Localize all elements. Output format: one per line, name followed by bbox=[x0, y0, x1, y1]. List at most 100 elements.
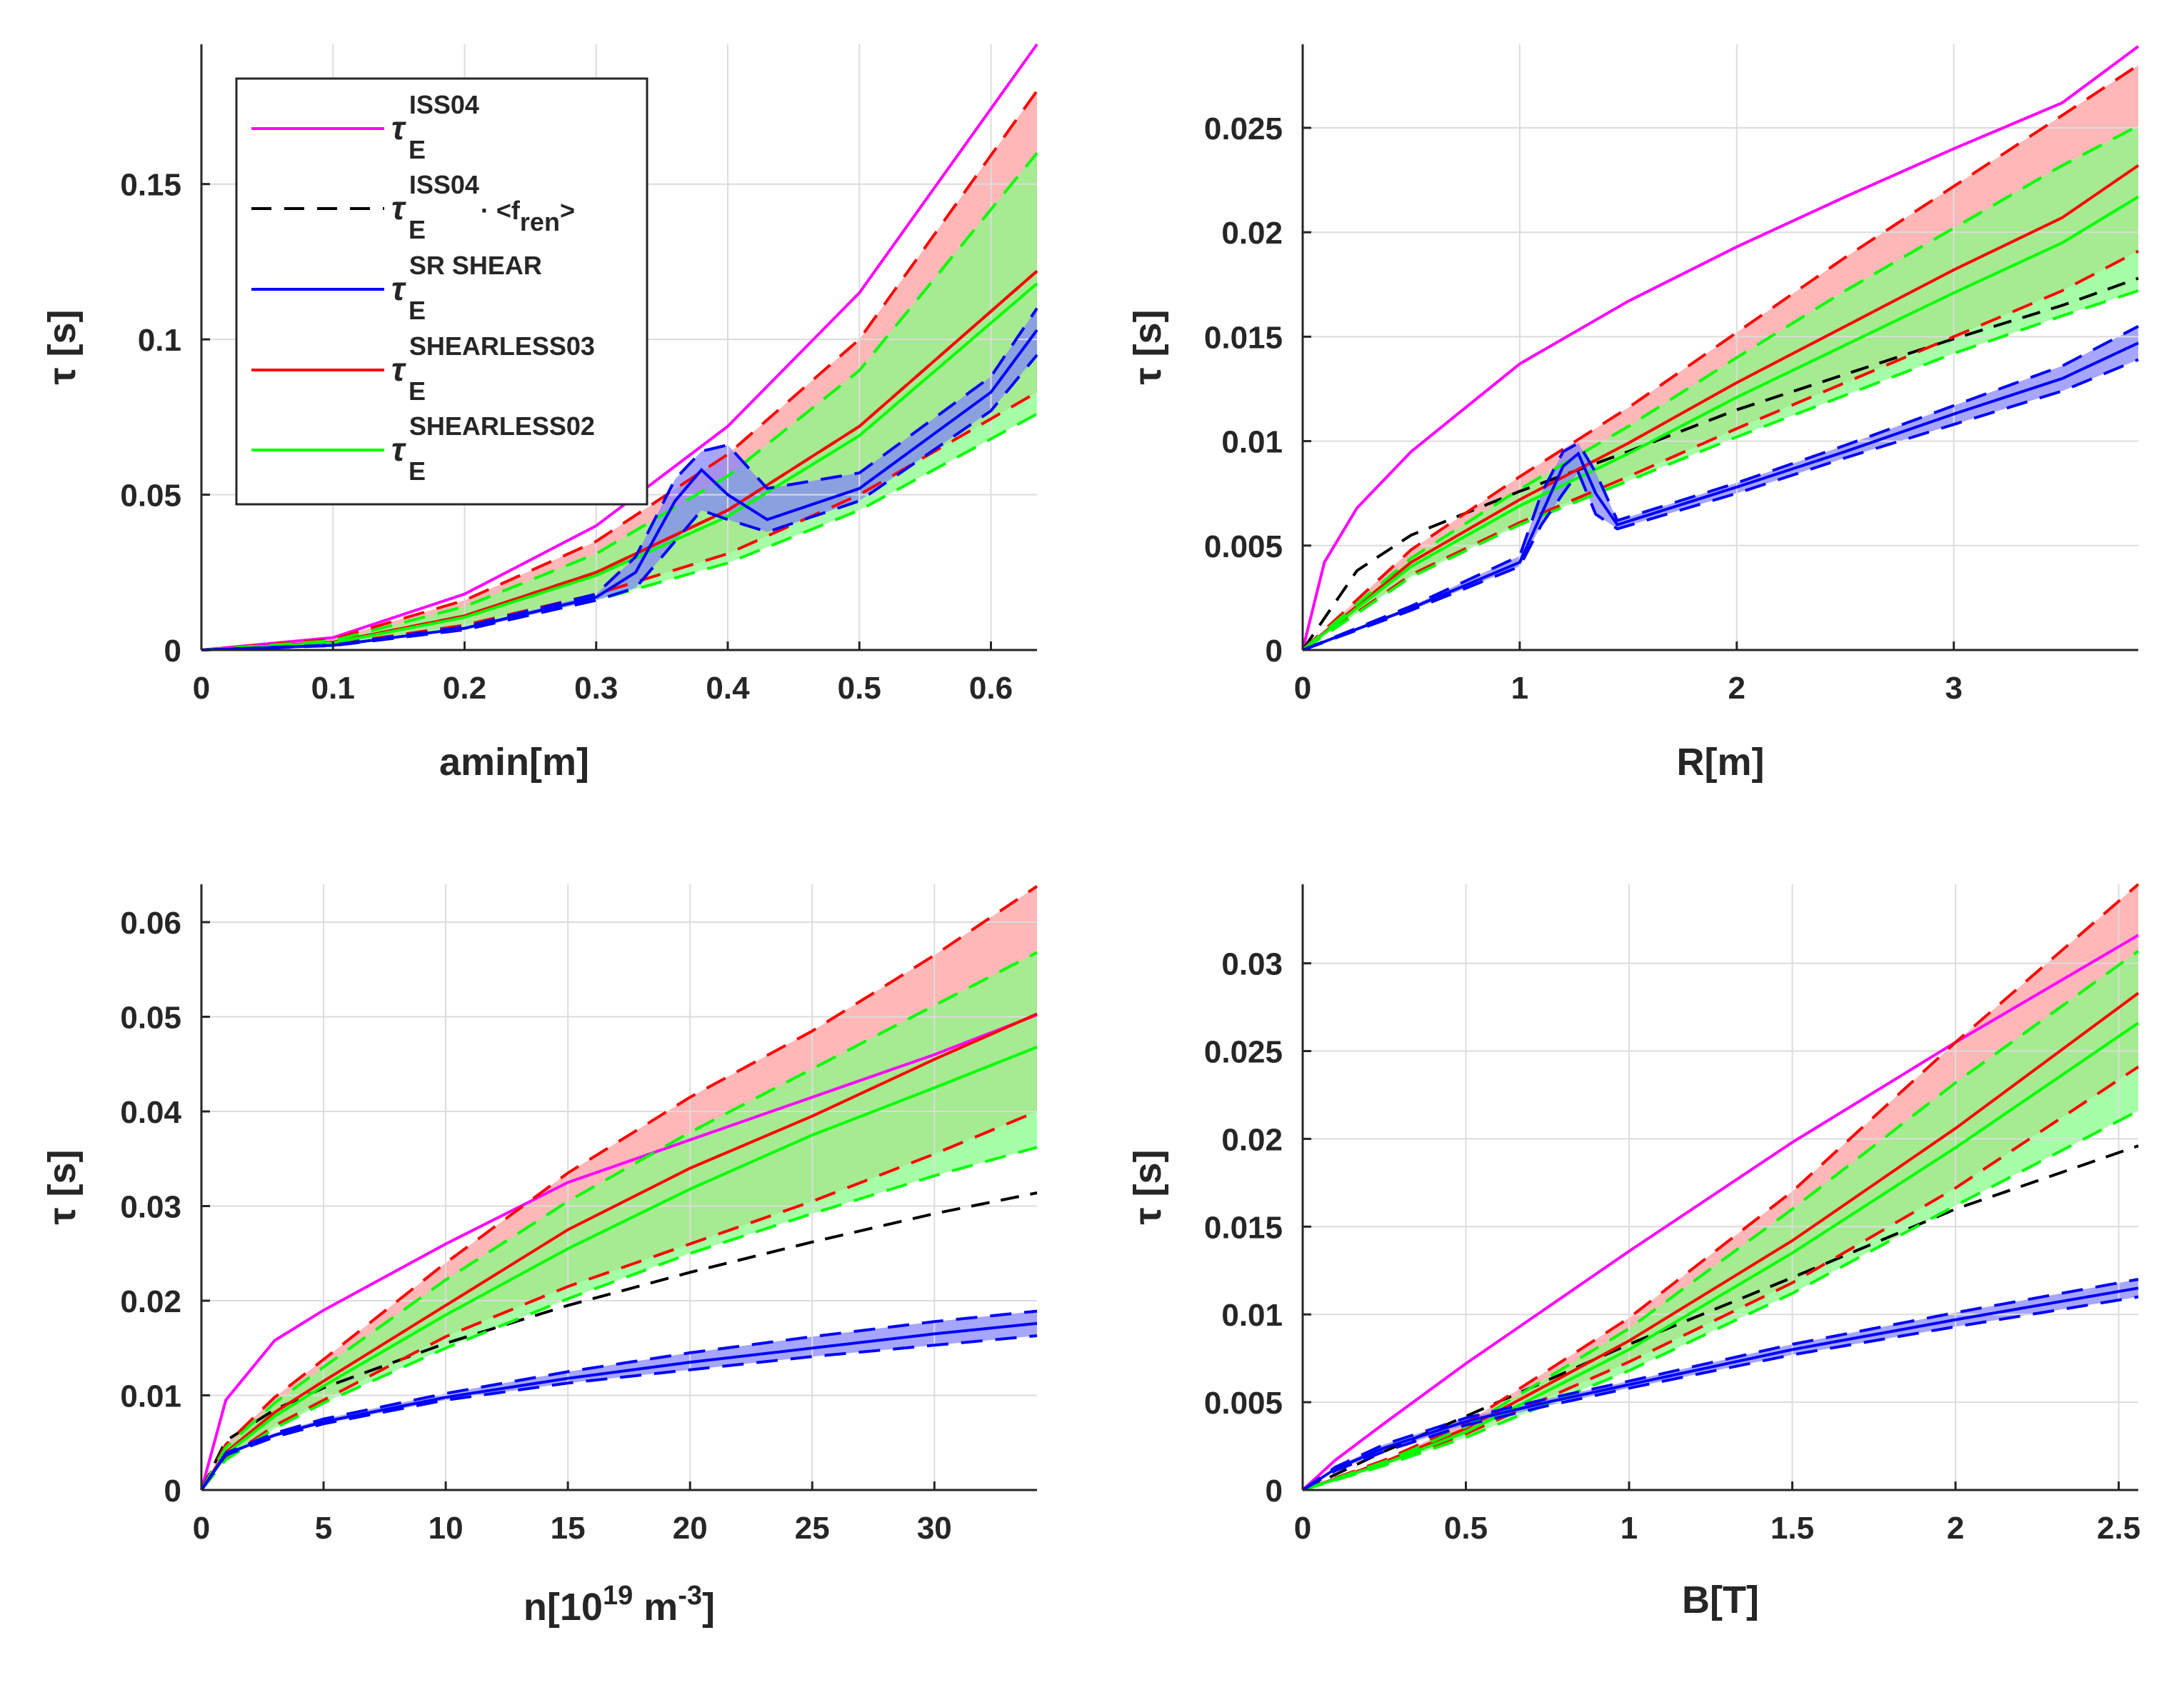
legend-entry-iss04-fren: τISS04· <fren> E bbox=[251, 170, 575, 244]
tau-symbol: τ bbox=[391, 431, 406, 468]
axes bbox=[200, 884, 1037, 1491]
series-lower-sr_shear bbox=[1302, 358, 2139, 651]
x-axis-label: n[1019 m-3] bbox=[524, 1581, 715, 1629]
y-tick-label: 0.04 bbox=[120, 1095, 181, 1130]
y-tick-label: 0.025 bbox=[1204, 111, 1283, 146]
series-line-iss04 bbox=[1301, 45, 2140, 651]
x-tick-label: 0 bbox=[193, 1511, 210, 1546]
x-tick-label: 0.5 bbox=[1444, 1511, 1488, 1546]
y-tick-label: 0 bbox=[1266, 1474, 1283, 1509]
x-tick-label: 0.6 bbox=[969, 671, 1013, 706]
y-tick-label: 0.03 bbox=[1221, 947, 1283, 982]
series-lower-sr_shear bbox=[1301, 1295, 2139, 1491]
chart-B: 0 0.5 1 1.5 2 2.5 0 0.005 0.01 0.015 0.02 0.025 0.03… bbox=[1126, 883, 2140, 1621]
series-line-shearless02 bbox=[1301, 195, 2140, 651]
tick-labels: 0 5 10 15 20 25 30 0 0.01 0.02 0.03 0.04 0.05 0.06 bbox=[120, 906, 951, 1546]
series-line-shearless02 bbox=[200, 1046, 1038, 1491]
x-tick-label: 0.4 bbox=[706, 671, 750, 706]
y-tick-label: 0.005 bbox=[1204, 1386, 1283, 1421]
y-tick-label: 0 bbox=[1266, 634, 1283, 669]
tau-symbol: τ bbox=[391, 351, 406, 388]
y-tick-label: 0.02 bbox=[1221, 1122, 1283, 1157]
y-tick-label: 0.02 bbox=[120, 1284, 181, 1319]
legend-label-shearless03: τSHEARLESS03 bbox=[391, 331, 595, 388]
legend-box bbox=[235, 77, 648, 506]
y-tick-label: 0.05 bbox=[120, 1001, 181, 1036]
legend-suffix: · <f bbox=[481, 196, 521, 225]
series-lower-shearless03 bbox=[1301, 249, 2139, 651]
axes bbox=[1301, 44, 2138, 651]
series-line-sr_shear bbox=[1302, 341, 2139, 651]
chart-R: 0 1 2 3 0 0.005 0.01 0.015 0.02 0.025 R[m] τ [s] bbox=[1126, 44, 2140, 784]
x-tick-label: 2 bbox=[1728, 671, 1745, 706]
series-lines bbox=[1301, 883, 2140, 1491]
y-axis-label: τ [s] bbox=[1126, 309, 1169, 384]
y-tick-label: 0.1 bbox=[138, 323, 181, 358]
y-tick-label: 0.015 bbox=[1204, 320, 1283, 355]
y-tick-label: 0.01 bbox=[1221, 1298, 1283, 1333]
axes bbox=[1301, 884, 2138, 1491]
x-axis-label: B[T] bbox=[1682, 1579, 1759, 1621]
y-tick-label: 0 bbox=[164, 634, 181, 669]
series-line-iss04_fren bbox=[1302, 1144, 2139, 1491]
series-upper-shearless03 bbox=[1302, 883, 2140, 1491]
x-tick-label: 25 bbox=[795, 1511, 830, 1546]
legend-label-shearless02: τSHEARLESS02 bbox=[391, 411, 595, 468]
y-axis-label: τ [s] bbox=[1126, 1149, 1169, 1224]
series-upper-shearless02 bbox=[1301, 124, 2139, 651]
chart-amin: 0 0.1 0.2 0.3 0.4 0.5 0.600.050.10.15 amin[m] … bbox=[41, 43, 1038, 784]
series-lower-shearless02 bbox=[1302, 1109, 2139, 1491]
series-upper-shearless02 bbox=[1302, 949, 2140, 1491]
series-line-iss04 bbox=[200, 1013, 1038, 1491]
x-tick-label: 5 bbox=[315, 1511, 332, 1546]
series-line-sr_shear bbox=[1301, 1286, 2139, 1491]
legend-entry-iss04: τISS04 E bbox=[251, 90, 479, 164]
y-tick-label: 0.06 bbox=[120, 906, 181, 941]
legend-entry-shearless03: τSHEARLESS03 E bbox=[251, 331, 595, 406]
x-tick-label: 0.5 bbox=[838, 671, 881, 706]
y-tick-label: 0 bbox=[164, 1474, 181, 1509]
legend-label-sr-shear: τSR SHEAR bbox=[391, 251, 542, 307]
y-axis-label: τ [s] bbox=[41, 309, 84, 384]
tau-symbol: τ bbox=[391, 270, 406, 307]
legend-sup: ISS04 bbox=[409, 170, 479, 199]
x-axis-label: amin[m] bbox=[439, 741, 589, 784]
series-lines bbox=[1301, 45, 2140, 651]
series-lines bbox=[201, 43, 1038, 651]
tick-labels: 0 0.1 0.2 0.3 0.4 0.5 0.6 0 0.05 0.1 0.15 bbox=[120, 168, 1013, 706]
series-upper-sr_shear bbox=[1301, 1278, 2139, 1491]
x-axis-label-sup: -3 bbox=[678, 1581, 702, 1611]
x-axis-label-part: n[10 bbox=[524, 1586, 603, 1629]
band-shearless02 bbox=[1303, 126, 2138, 650]
series-line-shearless03 bbox=[1301, 164, 2140, 651]
series-lower-shearless02 bbox=[200, 1146, 1038, 1491]
x-tick-label: 0.3 bbox=[574, 671, 618, 706]
band-sr_shear bbox=[201, 1311, 1037, 1490]
x-tick-label: 1.5 bbox=[1770, 1511, 1814, 1546]
legend-entry-shearless02: τSHEARLESS02 E bbox=[251, 411, 595, 486]
y-tick-label: 0.15 bbox=[120, 168, 181, 203]
legend-sup: ISS04 bbox=[409, 90, 479, 119]
y-tick-label: 0.015 bbox=[1204, 1210, 1283, 1245]
legend-sub-shearless03: E bbox=[409, 376, 426, 406]
legend-sub-sr-shear: E bbox=[409, 296, 426, 325]
y-axis-label: τ [s] bbox=[41, 1149, 84, 1224]
legend-sup: SR SHEAR bbox=[409, 251, 542, 280]
x-axis-label: R[m] bbox=[1677, 741, 1765, 784]
legend-sub-shearless02: E bbox=[409, 456, 426, 486]
legend-entry-sr-shear: τSR SHEAR E bbox=[251, 251, 542, 325]
x-tick-label: 0.2 bbox=[443, 671, 486, 706]
series-line-shearless03 bbox=[200, 1012, 1038, 1491]
tau-symbol: τ bbox=[391, 189, 406, 226]
chart-n: 0 5 10 15 20 25 30 0 0.01 0.02 0.03 0.04 0.05 0.06 n[… bbox=[41, 884, 1038, 1629]
band-shearless02 bbox=[201, 153, 1037, 650]
x-tick-label: 0 bbox=[193, 671, 210, 706]
series-upper-shearless03 bbox=[1301, 64, 2140, 651]
y-tick-label: 0.02 bbox=[1221, 216, 1283, 251]
series-upper-sr_shear bbox=[1302, 325, 2139, 651]
legend-sub-iss04: E bbox=[409, 135, 426, 164]
tick-labels: 0 1 2 3 0 0.005 0.01 0.015 0.02 0.025 bbox=[1204, 111, 1963, 706]
series-line-sr_shear bbox=[201, 329, 1038, 651]
x-tick-label: 10 bbox=[429, 1511, 464, 1546]
